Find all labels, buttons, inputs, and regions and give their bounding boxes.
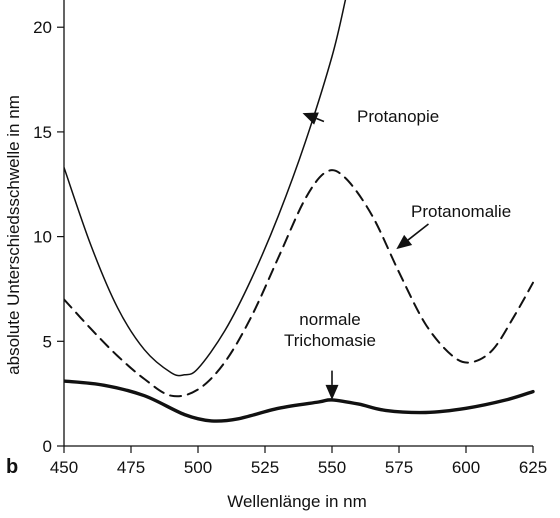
series-line-normal — [64, 379, 535, 423]
x-axis-title: Wellenlänge in nm — [227, 492, 367, 511]
series-layer — [64, 0, 535, 423]
y-tick-label: 15 — [33, 123, 52, 142]
annotation-layer: Protanopie Protanomalie normale Trichomasie — [284, 107, 511, 400]
arrow-protanomalie-shaft — [407, 223, 429, 241]
series-line-protanomalie — [64, 169, 534, 398]
arrow-protanopie-head — [302, 112, 319, 125]
x-tick-label: 575 — [385, 458, 413, 477]
axes: 450 475 500 525 550 575 600 625 0 5 10 15 20 — [33, 0, 547, 477]
y-tick-label: 0 — [43, 437, 52, 456]
x-tick-label: 550 — [318, 458, 346, 477]
x-tick-label: 600 — [452, 458, 480, 477]
x-tick-label: 625 — [519, 458, 547, 477]
x-tick-label: 525 — [251, 458, 279, 477]
panel-label: b — [6, 456, 18, 478]
x-tick-label: 450 — [50, 458, 78, 477]
label-normal-line2: Trichomasie — [284, 331, 376, 350]
y-axis-title: absolute Unterschiedsschwelle in nm — [4, 95, 23, 375]
x-tick-label: 475 — [117, 458, 145, 477]
series-line-protanopie — [64, 0, 347, 377]
label-protanopie: Protanopie — [357, 107, 439, 126]
arrow-protanomalie-head — [396, 234, 413, 250]
label-protanomalie: Protanomalie — [411, 202, 511, 221]
y-tick-label: 5 — [43, 332, 52, 351]
x-tick-label: 500 — [184, 458, 212, 477]
y-tick-label: 20 — [33, 18, 52, 37]
label-normal-line1: normale — [299, 310, 360, 329]
y-tick-label: 10 — [33, 228, 52, 247]
arrow-normal-head — [325, 384, 339, 400]
arrow-protanopie-shaft — [316, 117, 325, 123]
